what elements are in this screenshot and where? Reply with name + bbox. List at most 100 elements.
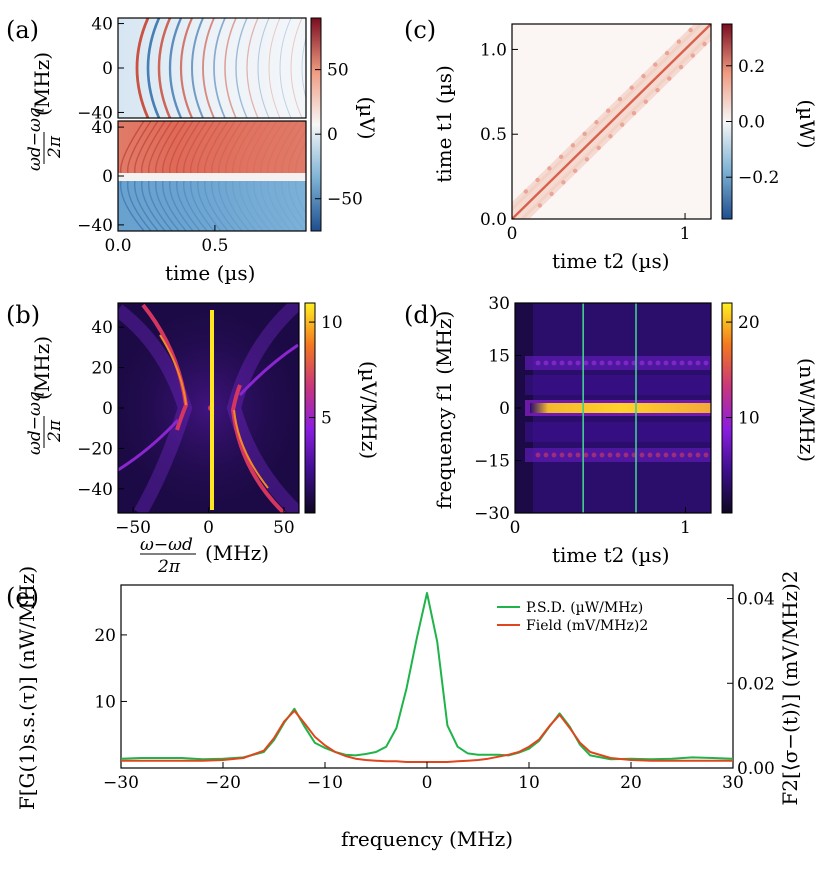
panel-e-plot [120, 584, 734, 769]
panel-d-x-tick-label: 1 [680, 518, 691, 538]
panel-b: (b) −50 0 50 40 20 0 −20 −40 ω−ωd 2π (MHz) ωd−ω… [6, 301, 381, 577]
panel-d-y-tick-label: 0 [499, 399, 510, 419]
panel-a-xlabel: time (µs) [165, 261, 255, 285]
panel-b-y-tick-label: −40 [77, 480, 113, 500]
panel-d-label: (d) [404, 301, 438, 329]
panel-b-colorbar-tick-label: 5 [321, 409, 332, 429]
panel-b-x-tick-label: 50 [273, 518, 295, 538]
panel-e-axis-ticks: −30 −20 −10 0 10 20 30 20 10 0.04 0.02 0.00 [94, 590, 775, 793]
panel-e-y-left-tick-label: 10 [94, 692, 116, 712]
panel-a-top-oscillations [135, 18, 306, 118]
panel-b-colorbar-label: (µV/MHz) [357, 361, 381, 459]
panel-b-y-tick-label: 20 [91, 359, 113, 379]
svg-text:2π: 2π [157, 557, 181, 577]
panel-d-ylabel: frequency f1 (MHz) [432, 311, 456, 510]
panel-b-x-tick-label: 0 [203, 518, 214, 538]
panel-e-ylabel-left: F[G(1)s.s.(τ)] (nW/MHz) [15, 566, 39, 810]
panel-e-y-left-tick-label: 20 [94, 626, 116, 646]
panel-c-y-tick-label: 0.0 [480, 210, 507, 230]
panel-c: (c) 0 1 1.0 0.5 0.0 time t2 (µs) time t1 (µs… [404, 16, 819, 273]
panel-c-image [512, 24, 711, 219]
panel-b-colorbar [304, 302, 316, 514]
svg-text:2π: 2π [45, 419, 65, 443]
panel-b-y-tick-label: −20 [77, 439, 113, 459]
panel-a-y-bottom-tick-label: −40 [77, 216, 113, 236]
panel-a-y-bottom-tick-label: 0 [102, 167, 113, 187]
panel-e-legend: P.S.D. (µW/MHz) Field (mV/MHz)2 [497, 600, 648, 634]
panel-e-x-tick-label: 30 [722, 773, 744, 793]
legend-field-label: Field (mV/MHz)2 [526, 618, 648, 634]
panel-d-markers [582, 303, 637, 513]
panel-a-ylabel: ωd−ωq 2π (MHz) [25, 52, 65, 171]
panel-a-colorbar-label: (µV) [355, 96, 379, 139]
panel-a-bottom-negative-region [118, 181, 306, 231]
panel-a-colorbar [310, 17, 322, 232]
panel-c-xlabel: time t2 (µs) [552, 249, 670, 273]
panel-d-colorbar-tick-label: 20 [738, 313, 760, 333]
panel-c-diagonal [512, 24, 711, 219]
panel-a-colorbar-tick-label: 50 [327, 61, 349, 81]
panel-e-xlabel: frequency (MHz) [341, 827, 513, 851]
panel-b-ylabel: ωd−ωq 2π (MHz) [25, 336, 65, 455]
panel-b-xlabel: ω−ωd 2π (MHz) [140, 535, 269, 577]
panel-d-y-tick-label: −30 [474, 504, 510, 524]
panel-d: (d) 0 1 30 15 0 −15 −30 time t2 (µs) frequency… [404, 294, 819, 567]
panel-c-colorbar-label: (µW) [795, 99, 819, 148]
panel-e-x-tick-label: −30 [103, 773, 139, 793]
panel-d-colorbar-tick-label: 10 [738, 409, 760, 429]
panel-c-colorbar-tick-label: −0.2 [738, 168, 779, 188]
panel-d-central-band [530, 403, 711, 413]
panel-c-ylabel: time t1 (µs) [432, 65, 456, 183]
panel-b-image [118, 303, 299, 513]
panel-e-y-right-tick-label: 0.04 [737, 590, 775, 610]
panel-a-top-plot [118, 18, 306, 118]
panel-a-colorbar-ticks: 50 0 −50 [315, 61, 363, 210]
panel-d-colorbar-label: (nW/MHz) [795, 358, 819, 462]
svg-text:ωd−ωq: ωd−ωq [25, 107, 45, 171]
panel-e-x-tick-label: 0 [422, 773, 433, 793]
panel-d-xlabel: time t2 (µs) [552, 543, 670, 567]
panel-c-x-tick-label: 1 [680, 224, 691, 244]
panel-c-label: (c) [404, 16, 436, 44]
panel-d-x-tick-label: 0 [510, 518, 521, 538]
legend-psd-label: P.S.D. (µW/MHz) [526, 600, 643, 616]
panel-b-axis-ticks: −50 0 50 40 20 0 −20 −40 [77, 318, 295, 538]
panel-b-y-tick-label: 0 [102, 399, 113, 419]
panel-a-colorbar-tick-label: −50 [327, 190, 363, 210]
panel-b-colorbar-tick-label: 10 [321, 313, 343, 333]
panel-c-x-tick-label: 0 [507, 224, 518, 244]
panel-a-label: (a) [6, 16, 39, 44]
panel-c-colorbar-tick-label: 0.0 [738, 113, 765, 133]
panel-b-x-tick-label: −50 [115, 518, 151, 538]
panel-b-y-tick-label: 40 [91, 318, 113, 338]
panel-e-ylabel-right: F2[⟨σ−(t)⟩] (mV/MHz)2 [778, 570, 802, 805]
panel-b-label: (b) [6, 301, 40, 329]
panel-d-y-tick-label: 30 [488, 294, 510, 314]
panel-a-x-tick-label: 0.0 [104, 236, 131, 256]
panel-d-axis-ticks: 0 1 30 15 0 −15 −30 [474, 294, 691, 538]
panel-a-y-bottom-tick-label: 40 [91, 118, 113, 138]
panel-c-y-tick-label: 1.0 [480, 40, 507, 60]
panel-d-y-tick-label: 15 [488, 347, 510, 367]
svg-text:(MHz): (MHz) [205, 541, 269, 565]
panel-e-x-tick-label: −10 [307, 773, 343, 793]
svg-text:ω−ωd: ω−ωd [140, 535, 193, 555]
panel-d-y-tick-label: −15 [474, 452, 510, 472]
panel-e-y-right-tick-label: 0.00 [737, 759, 775, 779]
series-psd-line [121, 592, 733, 761]
panel-a-y-top-tick-label: −40 [77, 103, 113, 123]
panel-e-x-tick-label: 20 [620, 773, 642, 793]
panel-a-bottom-oscillations [120, 121, 306, 231]
panel-c-y-tick-label: 0.5 [480, 125, 507, 145]
panel-e-label: (e) [6, 583, 39, 611]
panel-e: (e) −30 −20 −10 0 10 20 30 20 10 0.04 0.02 0.00 fre… [6, 566, 802, 851]
panel-e-y-right-tick-label: 0.02 [737, 674, 775, 694]
svg-text:ωd−ωq: ωd−ωq [25, 391, 45, 455]
panel-a-y-top-tick-label: 0 [102, 59, 113, 79]
svg-text:(MHz): (MHz) [30, 52, 54, 116]
panel-c-colorbar-ticks: 0.2 0.0 −0.2 [726, 57, 779, 188]
